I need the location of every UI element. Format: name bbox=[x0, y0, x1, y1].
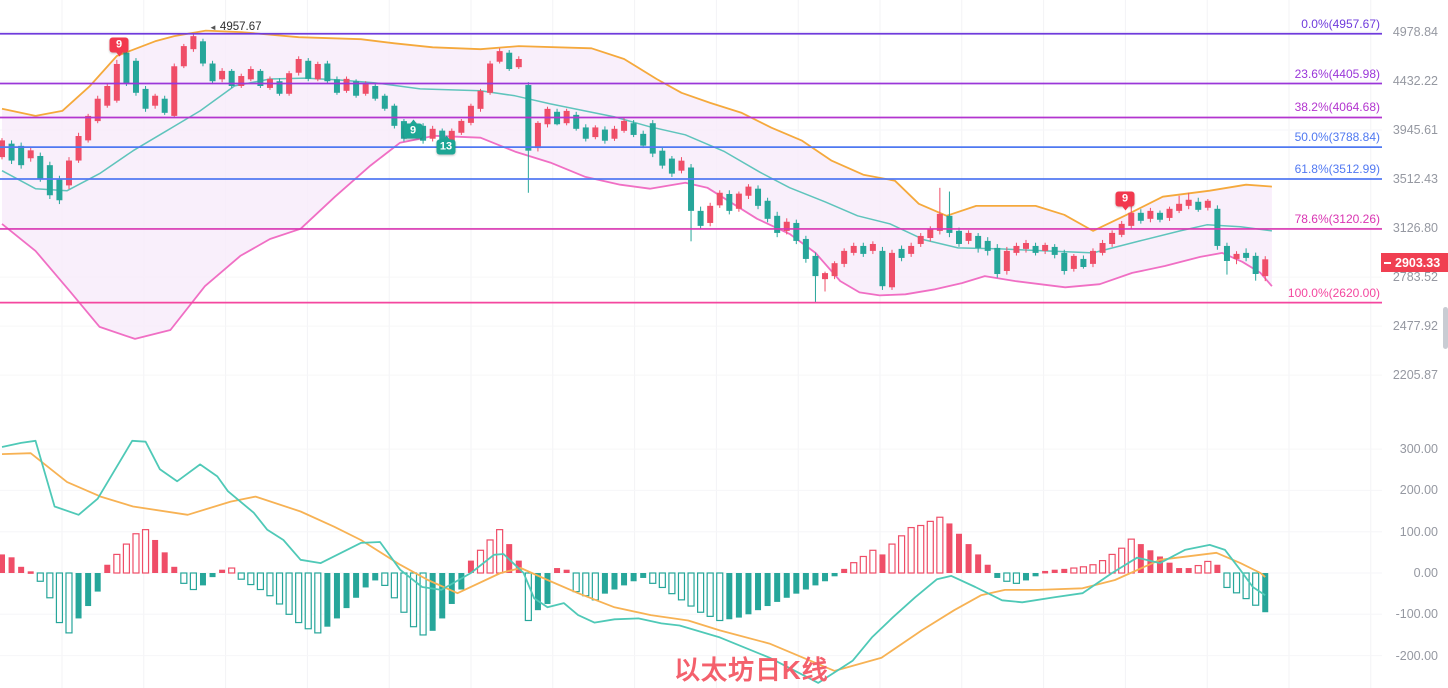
scrollbar-thumb[interactable] bbox=[1443, 307, 1448, 349]
price-tick-icon bbox=[1384, 261, 1391, 264]
td-count-marker: 9 bbox=[403, 119, 423, 139]
macd-axis-label: -200.00 bbox=[1395, 648, 1438, 663]
high-price-text: 4957.67 bbox=[219, 21, 262, 33]
price-axis-label: 2205.87 bbox=[1392, 368, 1438, 383]
macd-axis-label: 200.00 bbox=[1399, 483, 1438, 498]
fib-level-label: 23.6%(4405.98) bbox=[1294, 66, 1380, 81]
left-arrow-icon: ◄ bbox=[209, 22, 217, 32]
last-price-badge: 2903.33 bbox=[1381, 253, 1448, 272]
price-axis-label: 4978.84 bbox=[1392, 24, 1438, 39]
fib-level-label: 100.0%(2620.00) bbox=[1287, 285, 1380, 300]
fib-level-label: 38.2%(4064.68) bbox=[1294, 100, 1380, 115]
fib-level-label: 50.0%(3788.84) bbox=[1294, 130, 1380, 145]
macd-axis-label: -100.00 bbox=[1395, 607, 1438, 622]
last-price-value: 2903.33 bbox=[1395, 255, 1441, 270]
chart-title: 以太坊日K线 bbox=[674, 655, 829, 685]
macd-axis-label: 0.00 bbox=[1413, 566, 1438, 580]
price-axis-label: 2783.52 bbox=[1392, 270, 1438, 285]
price-axis-label: 3945.61 bbox=[1392, 123, 1438, 138]
td-count-marker: 13 bbox=[436, 135, 456, 155]
price-axis-label: 2477.92 bbox=[1392, 319, 1438, 334]
price-axis-label: 3126.80 bbox=[1392, 221, 1438, 236]
fib-level-label: 78.6%(3120.26) bbox=[1294, 211, 1380, 226]
fib-level-label: 0.0%(4957.67) bbox=[1301, 16, 1380, 31]
td-count-marker: 9 bbox=[109, 37, 129, 57]
macd-axis-label: 300.00 bbox=[1399, 442, 1438, 457]
td-count-marker: 9 bbox=[1115, 191, 1135, 211]
price-axis-label: 3512.43 bbox=[1392, 172, 1438, 187]
fib-level-label: 61.8%(3512.99) bbox=[1294, 161, 1380, 176]
macd-axis-label: 100.00 bbox=[1399, 524, 1438, 539]
high-price-annotation: ◄ 4957.67 bbox=[209, 21, 262, 33]
price-axis-label: 4432.22 bbox=[1392, 74, 1438, 88]
